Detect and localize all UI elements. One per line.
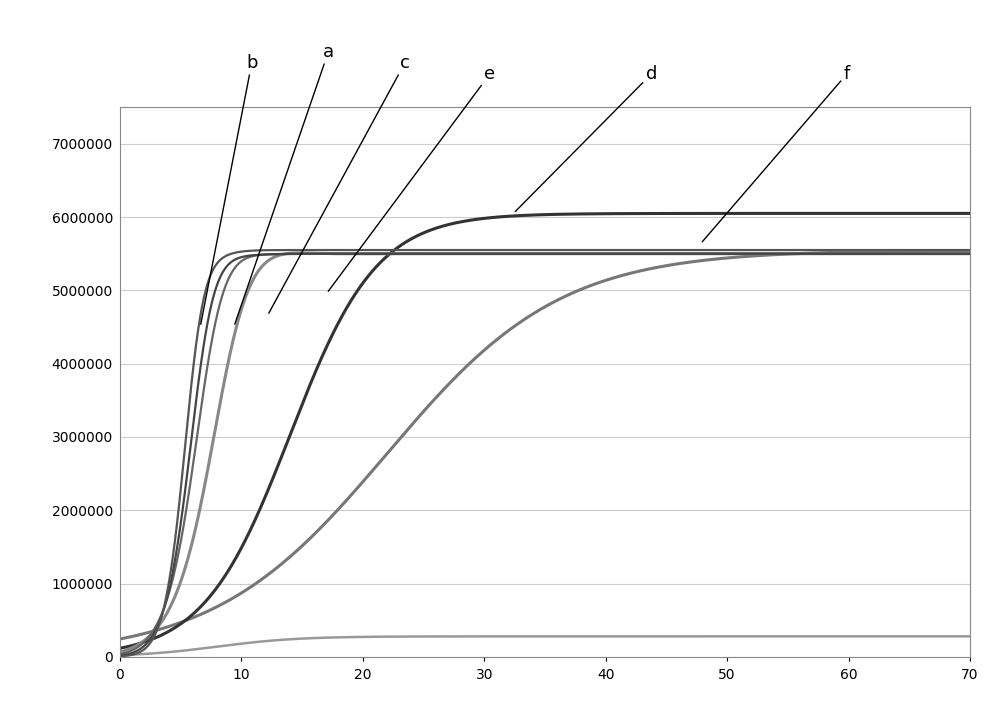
Text: b: b — [201, 54, 258, 324]
Text: f: f — [702, 65, 850, 242]
Text: a: a — [235, 43, 334, 324]
Text: e: e — [328, 65, 495, 291]
Text: d: d — [515, 65, 657, 211]
Text: c: c — [269, 54, 410, 313]
